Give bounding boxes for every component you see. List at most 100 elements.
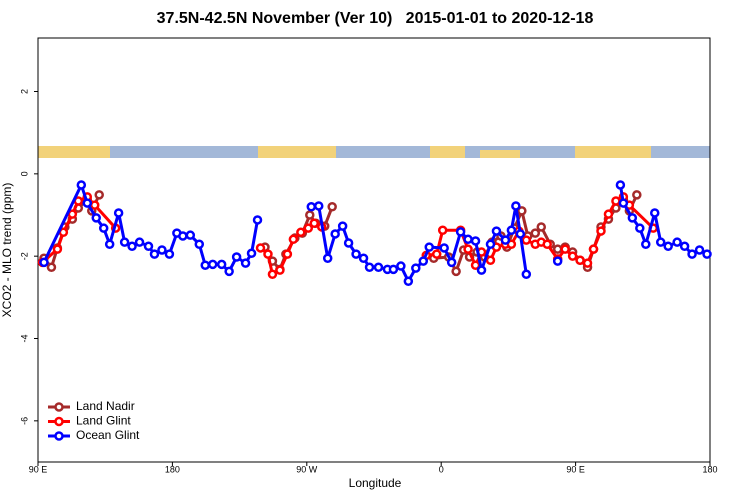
data-point — [194, 239, 205, 249]
data-point — [267, 269, 278, 280]
legend-marker — [54, 402, 64, 412]
x-tick-label: 180 — [165, 464, 180, 474]
data-point — [231, 252, 242, 262]
data-point — [127, 241, 137, 252]
data-point — [521, 269, 532, 280]
data-point — [373, 262, 384, 273]
data-point — [46, 262, 57, 273]
x-tick-label: 90 E — [566, 464, 585, 474]
data-point — [282, 249, 293, 259]
data-point — [649, 208, 660, 218]
y-tick-label: -4 — [19, 334, 29, 342]
data-point — [506, 225, 517, 235]
data-point — [240, 258, 251, 268]
data-point — [582, 258, 593, 268]
x-tick-label: 0 — [439, 464, 444, 474]
chart-title: 37.5N-42.5N November (Ver 10) 2015-01-01… — [157, 10, 594, 27]
data-point — [396, 261, 406, 271]
data-point — [327, 202, 337, 212]
data-point — [337, 221, 348, 231]
data-point — [552, 244, 563, 254]
data-point — [439, 243, 449, 253]
y-tick-label: -2 — [19, 252, 29, 260]
data-point — [615, 180, 626, 190]
data-point — [91, 213, 101, 223]
legend-marker — [54, 431, 64, 441]
data-point — [411, 263, 421, 273]
data-point — [52, 244, 63, 254]
data-point — [306, 202, 317, 212]
data-point — [476, 265, 487, 275]
data-point — [485, 239, 496, 249]
data-point — [296, 227, 306, 238]
data-point — [178, 231, 188, 241]
data-point — [470, 236, 481, 246]
data-point — [343, 238, 354, 248]
data-point — [358, 253, 369, 263]
data-point — [694, 245, 705, 255]
data-point — [542, 239, 552, 249]
y-tick-label: -6 — [19, 417, 29, 425]
plot-frame — [37, 37, 711, 463]
data-point — [224, 266, 234, 277]
data-point — [403, 276, 414, 287]
data-point — [94, 190, 104, 200]
data-point — [157, 245, 167, 255]
data-point — [446, 257, 457, 268]
data-point — [89, 200, 100, 210]
data-point — [437, 225, 448, 235]
data-point — [627, 213, 638, 223]
data-point — [313, 201, 324, 211]
data-point — [611, 196, 621, 206]
data-point — [143, 241, 154, 252]
y-tick-label: 2 — [19, 89, 29, 94]
data-point — [641, 239, 651, 249]
data-point — [305, 210, 315, 220]
data-point — [200, 260, 211, 270]
data-point — [119, 237, 130, 247]
data-point — [98, 223, 109, 233]
data-point — [485, 255, 496, 266]
data-point — [322, 253, 333, 263]
data-point — [500, 235, 511, 245]
data-point — [275, 265, 285, 275]
data-point — [246, 248, 257, 259]
series-line — [42, 194, 639, 273]
data-point — [455, 227, 466, 237]
x-tick-label: 180 — [702, 464, 717, 474]
data-point — [560, 244, 570, 254]
data-point — [252, 215, 263, 225]
data-point — [207, 259, 218, 270]
data-point — [588, 244, 599, 254]
data-point — [216, 259, 227, 270]
data-point — [567, 251, 578, 261]
data-point — [351, 249, 361, 259]
data-point — [463, 234, 473, 245]
data-point — [424, 242, 435, 252]
data-point — [530, 228, 541, 238]
data-point — [552, 256, 563, 266]
data-point — [451, 266, 461, 277]
data-point — [418, 256, 429, 266]
data-point — [632, 190, 642, 200]
data-point — [603, 209, 614, 219]
data-point — [104, 239, 115, 249]
data-point — [687, 249, 697, 259]
data-point — [575, 255, 585, 266]
data-point — [511, 201, 521, 211]
data-point — [663, 241, 673, 252]
x-tick-label: 90 E — [29, 464, 48, 474]
data-point — [655, 237, 666, 247]
data-point — [303, 223, 314, 233]
map-strip — [38, 146, 710, 158]
data-point — [113, 208, 124, 218]
data-point — [679, 241, 690, 252]
data-point — [164, 249, 175, 259]
data-point — [288, 234, 299, 245]
y-tick-label: 0 — [19, 171, 29, 176]
x-tick-label: 90 W — [296, 464, 318, 474]
data-point — [596, 226, 606, 236]
data-point — [515, 229, 526, 239]
data-point — [149, 249, 160, 259]
